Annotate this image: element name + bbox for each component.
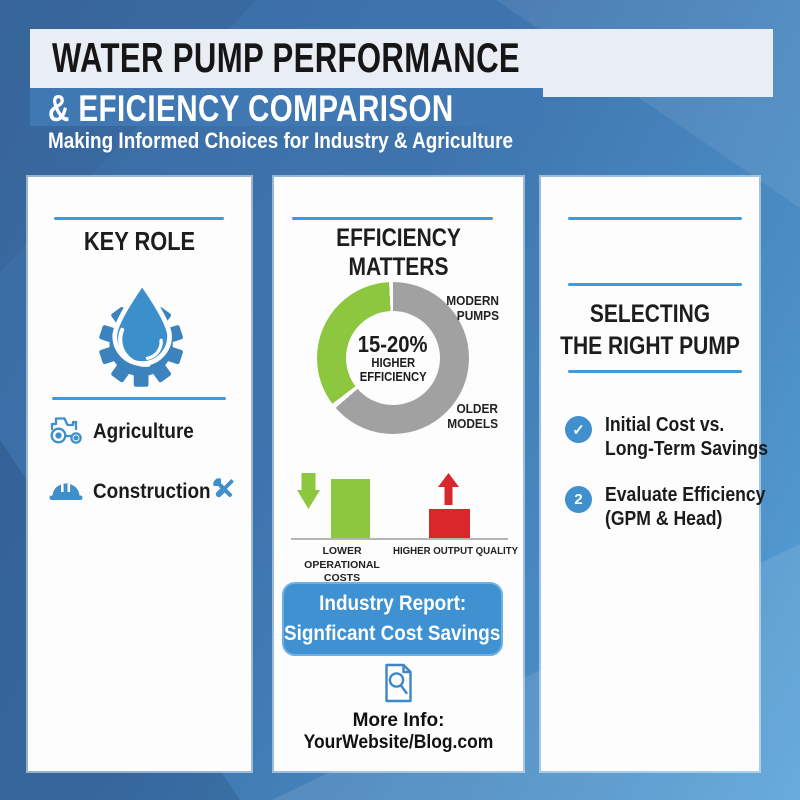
report-button-line1: Industry Report: bbox=[318, 592, 467, 616]
header-subtitle-band bbox=[30, 88, 543, 126]
water-drop-gear-icon bbox=[81, 275, 197, 396]
efficiency-card: EFFICIENCY MATTERS 15-20% HIGHER EFFICIE… bbox=[274, 177, 523, 771]
green-bar bbox=[331, 479, 370, 538]
page-title: WATER PUMP PERFORMANCE bbox=[52, 34, 521, 81]
divider bbox=[568, 283, 742, 286]
selection-title: SELECTING THE RIGHT PUMP bbox=[560, 300, 740, 360]
document-magnifier-icon bbox=[384, 663, 413, 708]
efficiency-title: EFFICIENCY MATTERS bbox=[336, 224, 461, 281]
report-button-line2: Signficant Cost Savings bbox=[284, 622, 501, 645]
selection-item-2: 2 Evaluate Efficiency (GPM & Head) bbox=[565, 483, 787, 532]
header-band-step bbox=[543, 88, 773, 97]
website-link[interactable]: YourWebsite/Blog.com bbox=[303, 732, 494, 754]
divider bbox=[568, 370, 742, 373]
page-subtitle: Making Informed Choices for Industry & A… bbox=[48, 128, 513, 153]
efficiency-donut-chart: 15-20% HIGHER EFFICIENCY bbox=[317, 282, 469, 434]
green-down-arrow-icon bbox=[297, 473, 320, 514]
selection-card: SELECTING THE RIGHT PUMP ✓ Initial Cost … bbox=[541, 177, 768, 771]
header-band bbox=[30, 29, 773, 88]
donut-label-modern-pumps: MODERN PUMPS bbox=[446, 294, 499, 323]
list-item-construction: Construction bbox=[48, 473, 224, 511]
donut-label-older-models: OLDER MODELS bbox=[447, 402, 498, 431]
hard-hat-icon bbox=[48, 476, 84, 509]
selection-item-text: Evaluate Efficiency (GPM & Head) bbox=[605, 484, 766, 531]
divider bbox=[292, 217, 493, 220]
key-role-card: KEY ROLE bbox=[28, 177, 251, 771]
page-title-line2: & EFICIENCY COMPARISON bbox=[48, 88, 454, 129]
bar-label-left: LOWER OPERATIONAL COSTS bbox=[304, 545, 380, 585]
divider bbox=[54, 217, 224, 220]
bar-baseline bbox=[291, 538, 508, 540]
list-item-label: Construction bbox=[93, 480, 211, 503]
industry-report-button[interactable]: Industry Report: Signficant Cost Savings bbox=[282, 582, 503, 656]
red-bar bbox=[429, 509, 470, 538]
key-role-title: KEY ROLE bbox=[83, 226, 196, 256]
list-item-label: Agriculture bbox=[93, 420, 194, 443]
more-info-block: More Info: YourWebsite/Blog.com bbox=[274, 710, 523, 755]
step-2-badge: 2 bbox=[565, 486, 592, 513]
divider bbox=[52, 397, 226, 400]
list-item-agriculture: Agriculture bbox=[48, 413, 205, 451]
selection-item-1: ✓ Initial Cost vs. Long-Term Savings bbox=[565, 413, 790, 462]
red-up-arrow-icon bbox=[438, 473, 459, 510]
check-icon: ✓ bbox=[565, 416, 592, 443]
more-info-label: More Info: bbox=[352, 710, 445, 731]
donut-center-label: 15-20% HIGHER EFFICIENCY bbox=[346, 311, 440, 405]
divider bbox=[568, 217, 742, 220]
crossed-tools-icon bbox=[209, 474, 239, 509]
tractor-icon bbox=[48, 414, 84, 451]
selection-item-text: Initial Cost vs. Long-Term Savings bbox=[605, 414, 768, 461]
bar-label-right: HIGHER OUTPUT QUALITY bbox=[393, 545, 519, 557]
